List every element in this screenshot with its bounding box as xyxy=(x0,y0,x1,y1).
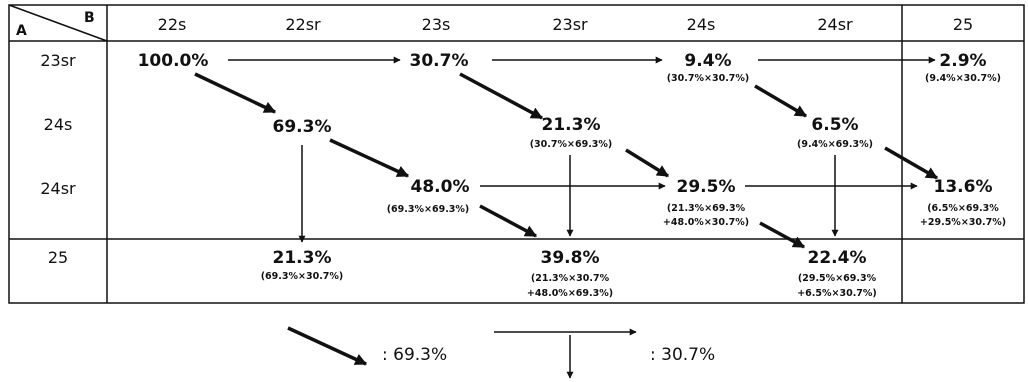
node-value: 6.5% xyxy=(811,115,858,135)
node-value: 9.4% xyxy=(684,51,731,71)
node-value: 69.3% xyxy=(273,117,332,137)
corner-row-label: A xyxy=(16,23,27,39)
col-header-24sr: 24sr xyxy=(817,15,853,34)
legend: : 69.3% : 30.7% xyxy=(287,326,715,379)
node-value: 30.7% xyxy=(410,51,469,71)
node-formula: +48.0%×30.7%) xyxy=(663,217,749,228)
node-formula: (69.3%×69.3%) xyxy=(387,204,470,215)
node-formula: (21.3%×30.7% xyxy=(531,273,610,284)
node-formula: (9.4%×69.3%) xyxy=(797,139,873,150)
node-value: 100.0% xyxy=(138,51,209,71)
node-value: 39.8% xyxy=(541,248,600,268)
legend-diagonal-label: : 69.3% xyxy=(382,345,447,365)
node-formula: +6.5%×30.7%) xyxy=(797,288,877,299)
node-formula: +29.5%×30.7%) xyxy=(920,217,1006,228)
legend-diagonal-arrow xyxy=(287,326,368,366)
legend-straight-label: : 30.7% xyxy=(650,345,715,365)
row-header-24s: 24s xyxy=(44,115,73,134)
node-value: 2.9% xyxy=(939,51,986,71)
corner-col-label: B xyxy=(84,10,95,26)
col-header-23sr: 23sr xyxy=(552,15,588,34)
arrow-295-to-224 xyxy=(759,221,806,249)
table-grid xyxy=(8,4,1025,304)
node-formula: +48.0%×69.3%) xyxy=(527,288,613,299)
arrow-307-to-213a xyxy=(459,72,544,120)
node-formula: (9.4%×30.7%) xyxy=(925,73,1001,84)
node-formula: (69.3%×30.7%) xyxy=(261,271,344,282)
row-header-23sr: 23sr xyxy=(40,51,76,70)
node-value: 21.3% xyxy=(542,115,601,135)
node-value: 13.6% xyxy=(934,177,993,197)
node-value: 29.5% xyxy=(677,177,736,197)
node-value: 21.3% xyxy=(273,248,332,268)
col-header-22s: 22s xyxy=(158,15,187,34)
row-header-24sr: 24sr xyxy=(40,179,76,198)
node-formula: (30.7%×69.3%) xyxy=(530,139,613,150)
arrow-693-to-480 xyxy=(329,138,410,178)
node-formula: (30.7%×30.7%) xyxy=(667,73,750,84)
col-header-25: 25 xyxy=(953,15,973,34)
node-value: 48.0% xyxy=(411,177,470,197)
col-header-23s: 23s xyxy=(422,15,451,34)
arrow-65-to-136 xyxy=(884,146,939,180)
arrow-213a-to-295 xyxy=(625,148,670,178)
node-formula: (6.5%×69.3% xyxy=(927,203,999,214)
node-formula: (21.3%×69.3% xyxy=(667,203,746,214)
arrow-100-to-693 xyxy=(194,72,277,114)
row-header-25: 25 xyxy=(48,248,68,267)
arrow-94-to-65 xyxy=(754,84,808,118)
diagonal-arrows xyxy=(194,72,939,249)
node-value: 22.4% xyxy=(808,248,867,268)
node-formula: (29.5%×69.3% xyxy=(798,273,877,284)
col-header-24s: 24s xyxy=(687,15,716,34)
col-header-22sr: 22sr xyxy=(285,15,321,34)
arrow-480-to-398 xyxy=(479,204,538,238)
straight-arrows xyxy=(228,56,936,243)
